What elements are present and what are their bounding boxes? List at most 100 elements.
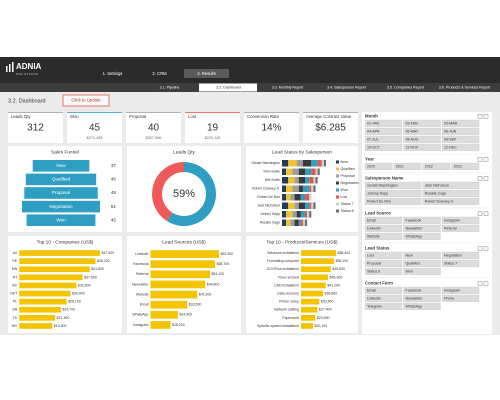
filter-button-label[interactable]: 2021	[396, 164, 404, 168]
filter-button[interactable]	[364, 135, 403, 143]
subtab-label[interactable]: 3.3. Monthly Report	[272, 86, 303, 90]
filter-button-label[interactable]: 05-MAY	[406, 129, 419, 133]
filter-button[interactable]	[393, 162, 422, 170]
filter-button-label[interactable]: 2022	[425, 164, 433, 168]
filter-button[interactable]	[364, 232, 403, 240]
filter-button[interactable]	[364, 189, 422, 197]
filter-button[interactable]	[403, 286, 441, 294]
filter-button[interactable]	[364, 162, 393, 170]
subtab-label[interactable]: 3.1. Pipeline	[160, 86, 180, 90]
filter-button-label[interactable]: Newsletter	[406, 296, 424, 300]
subtab[interactable]	[199, 83, 257, 92]
filter-button[interactable]	[451, 162, 480, 170]
filter-button-label[interactable]: Email	[367, 218, 376, 222]
filter-button-label[interactable]: 12-DEC	[444, 145, 457, 149]
filter-button-label[interactable]: Won	[406, 269, 413, 273]
filter-button-label[interactable]: Newsletter	[406, 226, 424, 230]
filter-button[interactable]	[403, 224, 441, 232]
subtab-label[interactable]: 3.6. Products & Services Report	[439, 86, 490, 90]
filter-button[interactable]	[403, 135, 441, 143]
filter-button[interactable]	[364, 251, 403, 259]
filter-button-label[interactable]: 10-OCT	[367, 145, 381, 149]
filter-button-label[interactable]: 07-JUL	[367, 137, 379, 141]
filter-button[interactable]	[422, 197, 480, 205]
filter-button[interactable]	[364, 267, 403, 275]
filter-button[interactable]	[364, 143, 403, 151]
filter-button-label[interactable]: Referral	[444, 226, 457, 230]
tab-label[interactable]: 2. CRM	[152, 71, 167, 76]
tab-label[interactable]: 3. Results	[197, 71, 216, 76]
subtab-label[interactable]: 3.2. Dashboard	[216, 86, 241, 90]
filter-button[interactable]	[364, 302, 403, 310]
subtab-label[interactable]: 3.4. Salesperson Report	[327, 86, 366, 90]
filter-button[interactable]	[403, 127, 441, 135]
subtab[interactable]	[435, 83, 493, 92]
filter-button-label[interactable]: LinkedIn	[367, 296, 381, 300]
filter-button-label[interactable]: Status 8	[367, 269, 380, 273]
filter-button[interactable]	[441, 127, 480, 135]
filter-button-label[interactable]: Lost	[367, 253, 374, 257]
filter-button-label[interactable]: Proposal	[367, 261, 381, 265]
filter-button[interactable]	[441, 143, 480, 151]
filter-button[interactable]	[364, 216, 403, 224]
filter-button[interactable]	[441, 135, 480, 143]
filter-button-label[interactable]: Facebook	[406, 218, 422, 222]
filter-button[interactable]	[403, 294, 441, 302]
filter-button-label[interactable]: Facebook	[406, 288, 422, 292]
filter-button-label[interactable]: Email	[367, 288, 376, 292]
filter-button[interactable]	[422, 181, 480, 189]
filter-button[interactable]	[364, 181, 422, 189]
filter-button[interactable]	[364, 127, 403, 135]
filter-button-label[interactable]: Status 7	[444, 261, 457, 265]
subtab[interactable]	[376, 83, 434, 92]
filter-button-label[interactable]: 2023	[454, 164, 462, 168]
filter-button-label[interactable]: 08-AUG	[406, 137, 419, 141]
tab[interactable]	[137, 69, 182, 78]
filter-button-label[interactable]: Jack Nicholson	[425, 183, 449, 187]
filter-button-label[interactable]: 2020	[367, 164, 375, 168]
filter-button[interactable]	[441, 294, 480, 302]
tab-label[interactable]: 1. Settings	[103, 71, 123, 76]
filter-button[interactable]	[364, 294, 403, 302]
filter-button[interactable]	[441, 119, 480, 127]
filter-button[interactable]	[441, 251, 480, 259]
filter-button-label[interactable]: WhatsApp	[406, 304, 423, 308]
subtab[interactable]	[317, 83, 375, 92]
filter-button-label[interactable]: Website	[367, 234, 380, 238]
subtab[interactable]	[258, 83, 316, 92]
filter-button-label[interactable]: 11-NOV	[406, 145, 419, 149]
filter-button[interactable]	[441, 224, 480, 232]
filter-button[interactable]	[403, 119, 441, 127]
filter-button[interactable]	[403, 216, 441, 224]
filter-button[interactable]	[403, 143, 441, 151]
filter-button-label[interactable]: New	[406, 253, 414, 257]
filter-button-label[interactable]: Instagram	[444, 288, 460, 292]
filter-button[interactable]	[422, 162, 451, 170]
update-button-label[interactable]: Click to Update	[71, 98, 101, 103]
filter-button[interactable]	[441, 216, 480, 224]
filter-button[interactable]	[441, 286, 480, 294]
filter-button-label[interactable]: 09-SEP	[444, 137, 457, 141]
subtab[interactable]	[140, 83, 198, 92]
update-button[interactable]	[62, 94, 110, 107]
filter-button[interactable]	[364, 286, 403, 294]
filter-button-label[interactable]: 03-MAR	[444, 121, 458, 125]
filter-button[interactable]	[441, 259, 480, 267]
filter-button-label[interactable]: WhatsApp	[406, 234, 423, 238]
filter-button-label[interactable]: Instagram	[444, 218, 460, 222]
filter-button[interactable]	[403, 302, 441, 310]
filter-button-label[interactable]: 01-JAN	[367, 121, 379, 125]
filter-button-label[interactable]: Johnny Depp	[367, 191, 388, 195]
filter-button-label[interactable]: Gerald Washington	[367, 183, 398, 187]
tab[interactable]	[184, 69, 229, 78]
filter-button-label[interactable]: 06-JUN	[444, 129, 457, 133]
filter-button-label[interactable]: Qualified	[406, 261, 420, 265]
filter-button-label[interactable]: Robert Downey Jr.	[425, 199, 455, 203]
filter-button[interactable]	[403, 259, 441, 267]
filter-button[interactable]	[364, 259, 403, 267]
filter-button[interactable]	[364, 119, 403, 127]
filter-button-label[interactable]: Telegram	[367, 304, 382, 308]
filter-button[interactable]	[364, 197, 422, 205]
filter-button-label[interactable]: Negotiation	[444, 253, 462, 257]
tab[interactable]	[90, 69, 135, 78]
